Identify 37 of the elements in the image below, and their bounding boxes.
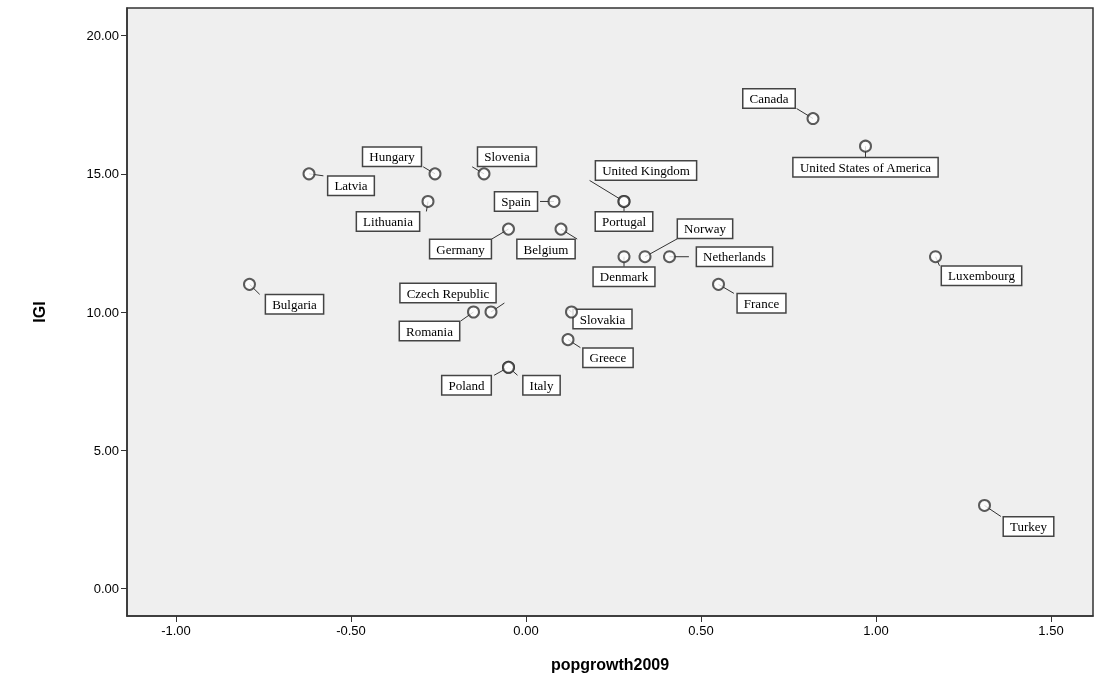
annotation: Denmark <box>599 269 649 285</box>
y-tick-label: 20.00 <box>86 28 119 44</box>
annotation: United Kingdom <box>602 162 690 178</box>
annotation: Turkey <box>1009 518 1048 534</box>
annotation: Lithuania <box>363 213 414 229</box>
annotation: Latvia <box>334 178 368 194</box>
annotation: Spain <box>501 193 532 209</box>
annotation: Italy <box>529 377 554 393</box>
x-tick-label: -1.00 <box>161 623 191 638</box>
y-tick-label: 5.00 <box>93 442 119 458</box>
annotation: Luxembourg <box>948 268 1016 284</box>
annotation: Hungary <box>369 149 416 165</box>
annotation: Poland <box>448 377 486 393</box>
annotation: Netherlands <box>703 249 766 265</box>
annotation: Greece <box>589 350 627 366</box>
annotation: United States of America <box>799 159 932 175</box>
annotation: Portugal <box>601 213 647 229</box>
y-tick-label: 0.00 <box>93 580 119 596</box>
annotation: Germany <box>436 241 486 257</box>
x-axis-title: popgrowth2009 <box>550 655 670 673</box>
annotation: Bulgaria <box>272 296 318 312</box>
annotation: Norway <box>684 221 727 237</box>
annotation: Czech Republic <box>406 285 490 301</box>
annotation: France <box>743 295 780 311</box>
y-axis-title: IGI <box>30 301 48 323</box>
x-tick-label: 0.00 <box>513 623 539 638</box>
x-tick-label: 1.50 <box>1038 623 1064 638</box>
annotation: Slovakia <box>579 311 626 327</box>
x-tick-label: 0.50 <box>688 623 714 638</box>
annotation: Canada <box>749 91 789 107</box>
annotation: Belgium <box>523 241 569 257</box>
y-tick-label: 10.00 <box>86 304 119 320</box>
annotation: Romania <box>406 323 454 339</box>
y-tick-label: 15.00 <box>86 166 119 182</box>
x-tick-label: 1.00 <box>863 623 889 638</box>
x-tick-label: -0.50 <box>336 623 366 638</box>
annotation: Slovenia <box>484 149 530 165</box>
